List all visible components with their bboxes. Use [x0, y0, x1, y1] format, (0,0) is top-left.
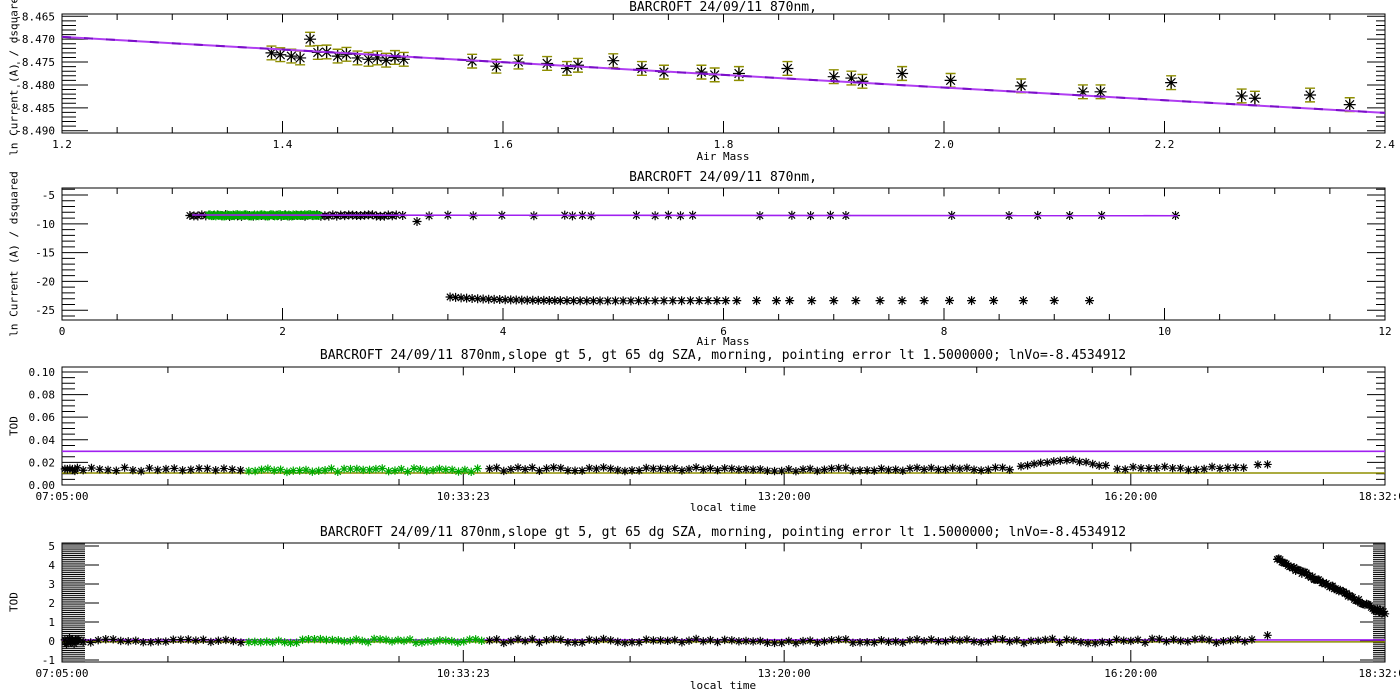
y-tick-label: 0	[48, 635, 55, 648]
y-tick-label: 0.08	[29, 389, 56, 402]
x-tick-label: 10:33:23	[437, 490, 490, 503]
series-dark-signal-lower-branch	[445, 292, 1095, 306]
x-tick-label: 1.4	[273, 138, 293, 151]
panel1-title: BARCROFT 24/09/11 870nm,	[629, 0, 817, 15]
series-evening-cloud-streak	[1272, 554, 1390, 619]
x-tick-label: 10	[1158, 325, 1171, 338]
x-tick-label: 2	[279, 325, 286, 338]
plot-panel: 07:05:00 10:33:23 13:20:00 16:20:00 18:32:00…	[29, 366, 1400, 503]
tick-labels: 07:05:00 10:33:23 13:20:00 16:20:00 18:32:00…	[29, 366, 1400, 503]
y-tick-label: 4	[48, 559, 55, 572]
y-tick-label: -15	[35, 247, 55, 260]
series-tod-afternoon-black	[485, 455, 1272, 476]
asterisk-markers	[185, 210, 1181, 227]
series-tod-wide-afternoon-black	[485, 631, 1272, 648]
x-tick-label: 2.2	[1155, 138, 1175, 151]
asterisk-markers	[1272, 554, 1390, 619]
panel3-yaxis-label: TOD	[7, 416, 21, 436]
x-tick-label: 2.0	[934, 138, 954, 151]
x-tick-label: 13:20:00	[758, 667, 811, 680]
y-tick-label: 2	[48, 597, 55, 610]
y-tick-label: 0.10	[29, 366, 56, 379]
x-tick-label: 16:20:00	[1104, 667, 1157, 680]
asterisk-markers	[244, 634, 486, 648]
axis-ticks	[61, 543, 1386, 663]
x-tick-label: 18:32:00	[1359, 667, 1400, 680]
y-tick-label: -1	[42, 654, 55, 667]
series-tod-wide-morning-black	[60, 634, 246, 649]
series-tod-morning-black	[60, 463, 245, 476]
tick-labels: 1.2 1.4 1.6 1.8 2.0 2.2 2.4 -8.465 -8.470 -8.475 -…	[15, 10, 1395, 151]
panel4-title: BARCROFT 24/09/11 870nm,slope gt 5, gt 6…	[319, 525, 1127, 540]
x-tick-label: 10:33:23	[437, 667, 490, 680]
plot-panel: 1.2 1.4 1.6 1.8 2.0 2.2 2.4 -8.465 -8.470 -8.475 -…	[15, 10, 1395, 151]
tick-labels: 07:05:00 10:33:23 13:20:00 16:20:00 18:32:00…	[36, 540, 1400, 680]
reference-line	[192, 214, 1178, 217]
asterisk-markers	[60, 463, 245, 476]
y-tick-label: -8.465	[15, 10, 55, 23]
asterisk-markers	[485, 631, 1272, 648]
y-tick-label: 0.04	[29, 434, 56, 447]
error-bars	[266, 31, 1355, 113]
asterisk-markers	[485, 455, 1272, 476]
x-tick-label: 1.8	[714, 138, 734, 151]
axis-ticks	[61, 188, 1386, 320]
panel1-yaxis-label: ln Current (A) / dsquared	[7, 0, 21, 156]
x-tick-label: 18:32:00	[1359, 490, 1400, 503]
y-tick-label: -8.480	[15, 79, 55, 92]
panel2-yaxis-label: ln Current (A) / dsquared	[7, 171, 21, 337]
x-tick-label: 4	[500, 325, 507, 338]
asterisk-markers	[60, 634, 246, 649]
x-tick-label: 1.2	[52, 138, 72, 151]
x-tick-label: 8	[941, 325, 948, 338]
series-all-points-870nm	[185, 210, 1181, 227]
x-tick-label: 07:05:00	[36, 667, 89, 680]
panel3-title: BARCROFT 24/09/11 870nm,slope gt 5, gt 6…	[319, 348, 1127, 363]
series-tod-langley-selected-green	[244, 464, 482, 477]
y-tick-label: -8.470	[15, 33, 55, 46]
y-tick-label: 1	[48, 616, 55, 629]
y-tick-label: -20	[35, 275, 55, 288]
x-tick-label: 16:20:00	[1104, 490, 1157, 503]
tick-labels: 0 2 4 6 8 10 12 -5 -10 -15 -20 -25	[35, 189, 1392, 338]
plot-panel: 0 2 4 6 8 10 12 -5 -10 -15 -20 -25	[35, 187, 1392, 338]
y-tick-label: 3	[48, 578, 55, 591]
y-tick-label: -10	[35, 218, 55, 231]
x-tick-label: 12	[1378, 325, 1391, 338]
panel4-yaxis-label: TOD	[7, 592, 21, 612]
x-tick-label: 13:20:00	[758, 490, 811, 503]
y-tick-label: -25	[35, 304, 55, 317]
asterisk-markers	[445, 292, 1095, 306]
x-tick-label: 07:05:00	[36, 490, 89, 503]
panel4-xaxis-label: local time	[689, 679, 757, 692]
asterisk-markers	[265, 33, 1356, 111]
y-tick-label: 0.02	[29, 456, 56, 469]
x-tick-label: 2.4	[1375, 138, 1395, 151]
y-tick-label: 0.00	[29, 479, 56, 492]
y-tick-label: -8.485	[15, 102, 55, 115]
y-tick-label: 5	[48, 540, 55, 553]
panel3-xaxis-label: local time	[689, 501, 757, 514]
asterisk-markers	[244, 464, 482, 477]
y-tick-label: -8.475	[15, 56, 55, 69]
x-tick-label: 6	[720, 325, 727, 338]
y-tick-label: -5	[42, 189, 55, 202]
reference-line	[61, 35, 1386, 114]
y-tick-label: -8.490	[15, 125, 55, 138]
panel2-xaxis-label: Air Mass	[696, 335, 750, 348]
x-tick-label: 1.6	[493, 138, 513, 151]
x-tick-label: 0	[59, 325, 66, 338]
plot-panel: 07:05:00 10:33:23 13:20:00 16:20:00 18:32:00…	[36, 540, 1400, 680]
panel1-xaxis-label: Air Mass	[696, 150, 750, 163]
y-tick-label: 0.06	[29, 411, 56, 424]
series-tod-wide-langley-selected-green	[244, 634, 486, 648]
series-langley-measurements	[265, 31, 1356, 113]
axis-ticks	[61, 14, 1386, 133]
panel2-title: BARCROFT 24/09/11 870nm,	[629, 170, 817, 185]
